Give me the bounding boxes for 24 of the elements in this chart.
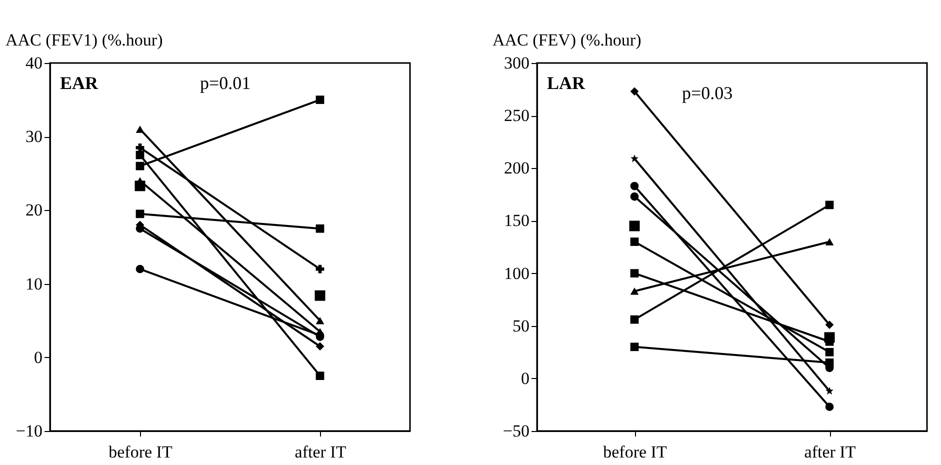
annotation: p=0.03 bbox=[682, 83, 733, 103]
y-tick-label: 300 bbox=[504, 54, 530, 72]
y-tick-label: 100 bbox=[504, 264, 530, 283]
y-tick-label: 200 bbox=[504, 158, 530, 178]
y-tick-label: 50 bbox=[512, 316, 530, 336]
y-tick-label: 40 bbox=[26, 54, 42, 72]
y-tick-label: 30 bbox=[26, 127, 42, 146]
y-tick-label: 250 bbox=[504, 106, 530, 126]
annotation: LAR bbox=[547, 73, 586, 93]
y-axis-title: AAC (FEV1) (%.hour) bbox=[6, 30, 163, 50]
y-tick-label: 10 bbox=[26, 274, 42, 294]
x-tick-label: before IT bbox=[108, 442, 173, 462]
x-tick-label: after IT bbox=[294, 442, 347, 462]
y-axis-title: AAC (FEV) (%.hour) bbox=[492, 30, 642, 50]
y-tick-label: 150 bbox=[504, 211, 530, 230]
y-tick-label: 20 bbox=[26, 200, 42, 220]
x-tick-label: before IT bbox=[603, 442, 668, 462]
y-tick-label: −10 bbox=[16, 422, 42, 440]
y-tick-label: −50 bbox=[502, 422, 530, 440]
x-tick-label: after IT bbox=[804, 442, 856, 462]
annotation: EAR bbox=[60, 73, 100, 93]
annotation: p=0.01 bbox=[200, 73, 251, 93]
y-tick-label: 0 bbox=[521, 368, 530, 388]
y-tick-label: 0 bbox=[34, 348, 42, 367]
